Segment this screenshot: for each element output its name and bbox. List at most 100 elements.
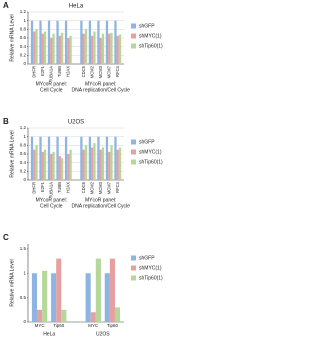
x-tick-label: E2F1: [40, 181, 45, 192]
bar: [39, 136, 42, 180]
bar: [99, 38, 102, 64]
bar: [56, 258, 62, 322]
x-tick-label: MYC: [88, 323, 99, 328]
bar: [101, 147, 105, 180]
x-tick-label: RFC4: [115, 181, 120, 193]
bar: [64, 136, 68, 180]
bar: [61, 309, 67, 322]
bar: [88, 136, 92, 180]
chart-title: HeLa: [69, 4, 84, 10]
bar: [108, 33, 111, 64]
y-tick-label: 1.2: [20, 125, 27, 130]
bar: [84, 29, 88, 64]
x-tick-label: H2AX: [65, 66, 70, 77]
x-tick-label: DHFR: [31, 182, 36, 194]
bar: [80, 136, 83, 180]
x-tick-label: CDC6: [81, 181, 86, 193]
bar: [56, 136, 59, 180]
group-label: Cell Cycle: [40, 87, 63, 93]
bar: [50, 38, 53, 64]
bar: [52, 33, 55, 64]
bar: [116, 35, 119, 64]
y-axis-label: Relative mRNA Level: [9, 14, 15, 61]
legend-label: shTip60(1): [139, 43, 163, 49]
bar: [33, 31, 36, 64]
bar: [31, 273, 38, 322]
bar: [118, 147, 122, 180]
bar: [91, 35, 94, 64]
y-tick-label: 0.8: [20, 27, 27, 32]
legend-swatch: [131, 275, 136, 281]
bar: [99, 149, 102, 180]
bar: [114, 136, 117, 180]
bar: [105, 136, 109, 180]
bar: [56, 20, 59, 65]
x-tick-label: MCM2: [89, 65, 94, 78]
bar: [58, 156, 61, 180]
x-tick-label: TUBA1A: [48, 182, 53, 198]
group-label: HeLa: [43, 331, 55, 337]
y-tick-label: 1: [23, 134, 26, 139]
bar: [114, 20, 117, 65]
y-tick-label: 0.6: [20, 151, 27, 156]
y-tick-label: 0.2: [20, 169, 27, 174]
bar: [93, 143, 96, 180]
group-label: MYcoR panel:: [36, 81, 67, 87]
bar: [47, 136, 51, 180]
bar: [109, 258, 115, 322]
bar: [67, 38, 70, 64]
legend-label: shMYC(1): [139, 149, 162, 155]
x-tick-label: Tip60: [107, 323, 119, 328]
bar: [51, 273, 57, 322]
bar: [50, 154, 53, 180]
bar: [35, 29, 38, 64]
legend-label: shMYC(1): [139, 33, 162, 39]
x-tick-label: MCM2: [89, 181, 94, 194]
bar: [58, 35, 61, 64]
y-tick-label: 0.4: [20, 160, 27, 165]
y-tick-label: 0.5: [20, 295, 27, 300]
bar: [108, 151, 111, 180]
x-tick-label: H2AX: [65, 182, 70, 193]
bar: [41, 33, 44, 64]
panel-letter: C: [3, 233, 9, 242]
bar: [41, 151, 44, 180]
legend-swatch: [131, 43, 136, 49]
y-tick-label: 0.2: [20, 53, 27, 58]
legend-swatch: [131, 159, 136, 165]
group-label: DNA replication/Cell Cycle: [72, 203, 131, 209]
bar: [35, 145, 38, 180]
y-axis-label: Relative mRNA Level: [9, 259, 15, 306]
bar: [110, 32, 113, 64]
chart-title: U2OS: [68, 120, 84, 126]
bar: [60, 32, 64, 64]
bar: [84, 145, 88, 180]
y-tick-label: 0: [23, 61, 26, 66]
x-tick-label: TUBB: [57, 66, 62, 77]
bar: [30, 136, 34, 180]
bar: [64, 20, 68, 65]
bar: [80, 20, 83, 65]
bar: [52, 151, 55, 180]
bar: [42, 270, 48, 322]
y-tick-label: 1.5: [20, 246, 27, 251]
legend-swatch: [131, 265, 136, 271]
figure: A HeLa Relative mRNA Level 0 0.2 0.4 0.6 0.8 1 1.…: [3, 1, 163, 337]
bar: [43, 149, 47, 180]
legend-label: shTip60(1): [139, 159, 163, 165]
bar: [97, 136, 100, 180]
x-tick-label: MCM3: [98, 181, 103, 194]
bar: [93, 31, 96, 64]
legend-swatch: [131, 139, 136, 145]
bar: [43, 31, 47, 64]
bar: [101, 33, 105, 64]
bar: [118, 34, 122, 64]
x-tick-label: CDC6: [81, 65, 86, 77]
bar: [105, 20, 109, 65]
x-tick-label: MCM7: [106, 65, 111, 78]
bar: [97, 20, 100, 65]
legend-swatch: [131, 255, 136, 261]
y-tick-label: 0.6: [20, 35, 27, 40]
x-tick-label: E2F1: [40, 65, 45, 76]
y-tick-label: 0.4: [20, 44, 27, 49]
